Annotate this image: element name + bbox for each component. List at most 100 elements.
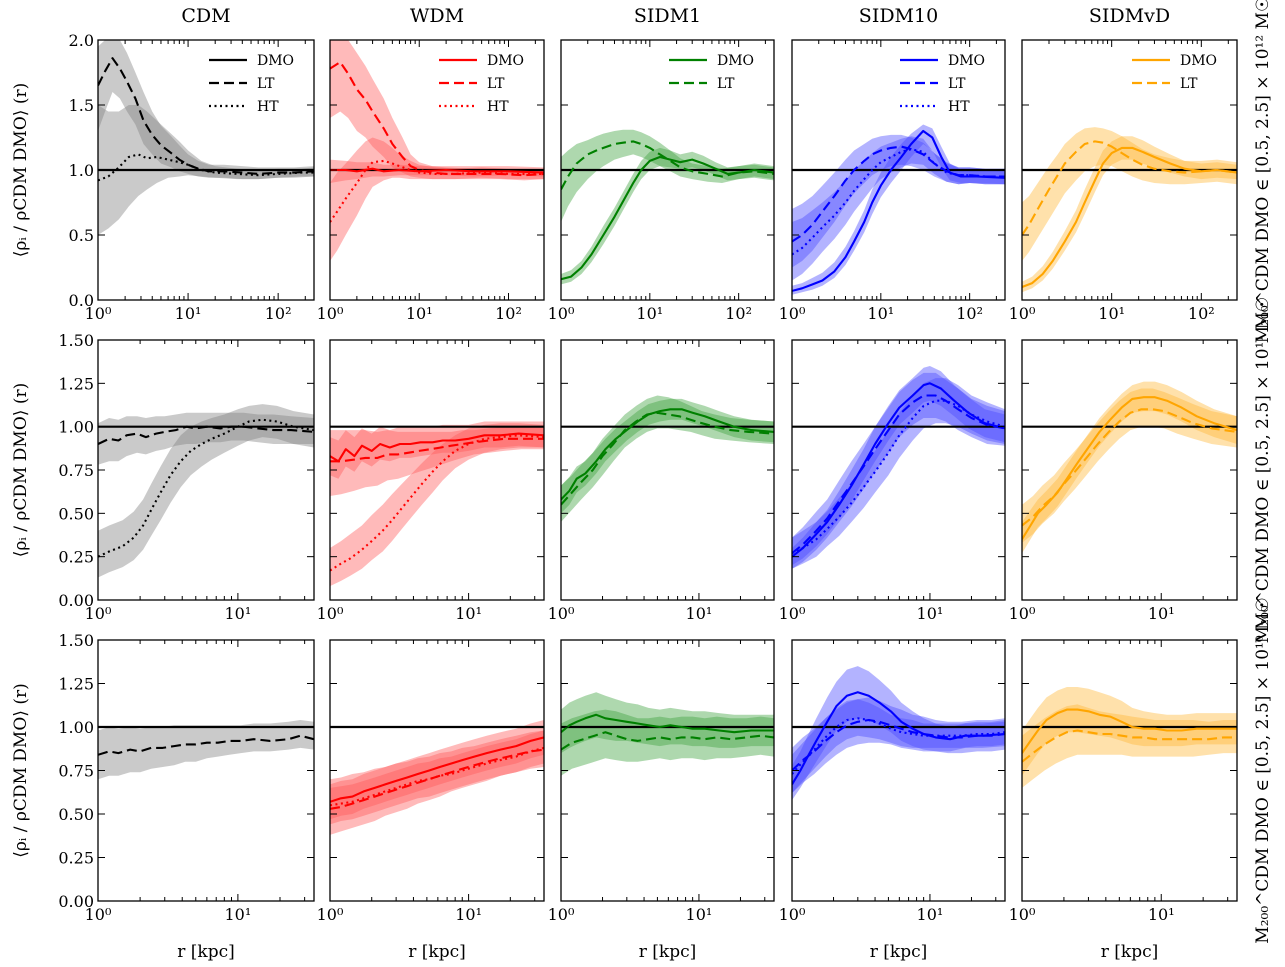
x-tick-label: 10¹ bbox=[224, 604, 251, 623]
legend-label-lt: LT bbox=[1180, 76, 1198, 92]
legend-label-dmo: DMO bbox=[487, 53, 524, 69]
series-wdm-lt bbox=[330, 437, 544, 463]
column-title-sidm1: SIDM1 bbox=[634, 5, 701, 27]
x-tick-label: 10⁰ bbox=[85, 905, 112, 924]
y-tick-label: 1.50 bbox=[58, 631, 94, 650]
series-wdm-lt bbox=[330, 748, 544, 810]
x-tick-label: 10¹ bbox=[686, 604, 713, 623]
panel-sidmvd-row-2: 10⁰ 10¹ bbox=[1009, 339, 1238, 623]
panel-grid: 10⁰ 10¹ 10² 0.0 0.5 1.0 1.5 2.0 DMO LT HT 10⁰ 10¹ 10²… bbox=[58, 31, 1238, 924]
band-sidm10-lt bbox=[792, 372, 1005, 569]
legend-label-lt: LT bbox=[257, 76, 275, 92]
x-tick-label: 10¹ bbox=[1098, 304, 1125, 323]
ticks bbox=[97, 339, 314, 601]
band-sidm1-dmo bbox=[561, 147, 774, 285]
band-sidm10-ht bbox=[792, 699, 1005, 794]
x-tick-label: 10⁰ bbox=[779, 905, 806, 924]
ticks bbox=[791, 639, 1005, 902]
panel-wdm-row-1: 10⁰ 10¹ 10² DMO LT HT bbox=[317, 39, 545, 323]
ticks bbox=[329, 639, 544, 902]
panel-frame bbox=[791, 639, 1006, 902]
y-tick-label: 0.25 bbox=[58, 548, 94, 567]
x-tick-label: 10¹ bbox=[1148, 604, 1175, 623]
band-sidm1-lt bbox=[561, 395, 774, 522]
column-title-wdm: WDM bbox=[410, 5, 464, 27]
series-sidm10-dmo bbox=[792, 129, 1005, 292]
y-tick-label: 0.5 bbox=[69, 226, 94, 245]
y-tick-label: 2.0 bbox=[69, 31, 94, 50]
x-tick-label: 10² bbox=[725, 304, 752, 323]
x-tick-label: 10⁰ bbox=[548, 905, 575, 924]
series-wdm-ht bbox=[330, 746, 544, 807]
x-tick-label: 10⁰ bbox=[548, 304, 575, 323]
band-wdm-lt bbox=[330, 426, 544, 496]
series-sidmvd-lt bbox=[1022, 140, 1237, 236]
x-tick-label: 10¹ bbox=[636, 304, 663, 323]
x-tick-label: 10¹ bbox=[867, 304, 894, 323]
series-sidm10-ht bbox=[792, 717, 1005, 775]
x-tick-label: 10¹ bbox=[455, 905, 482, 924]
ticks bbox=[97, 39, 314, 301]
band-wdm-dmo bbox=[330, 720, 544, 820]
row-labels: M₂₀₀^CDM DMO ∈ [0.5, 2.5] × 10¹² M☉M₂₀₀^… bbox=[1253, 0, 1273, 944]
legend-wdm: DMO LT HT bbox=[439, 53, 524, 115]
panel-sidm10-row-3: 10⁰ 10¹ bbox=[779, 639, 1006, 924]
band-cdm-lt bbox=[98, 720, 314, 780]
y-tick-label: 0.25 bbox=[58, 849, 94, 868]
legend-label-lt: LT bbox=[948, 76, 966, 92]
column-titles: CDM WDM SIDM1 SIDM10 SIDMvD bbox=[181, 5, 1170, 27]
x-tick-label: 10¹ bbox=[917, 604, 944, 623]
y-tick-label: 0.75 bbox=[58, 461, 94, 480]
y-axis-label-row-3: ⟨ρᵢ / ρCDM DMO⟩ (r) bbox=[11, 683, 31, 857]
legend-sidm10: DMO LT HT bbox=[900, 53, 985, 115]
x-tick-label: 10⁰ bbox=[1009, 304, 1036, 323]
x-tick-label: 10² bbox=[265, 304, 292, 323]
band-wdm-lt bbox=[330, 40, 544, 181]
row-label-1: M₂₀₀^CDM DMO ∈ [0.5, 2.5] × 10¹² M☉ bbox=[1253, 0, 1273, 343]
legend-label-dmo: DMO bbox=[717, 53, 754, 69]
x-axis-label-sidm10: r [kpc] bbox=[870, 942, 928, 962]
column-title-sidmvd: SIDMvD bbox=[1089, 5, 1170, 27]
x-tick-label: 10¹ bbox=[175, 304, 202, 323]
series-sidmvd-dmo bbox=[1022, 396, 1237, 540]
legend-sidmvd: DMO LT bbox=[1132, 53, 1217, 92]
series-sidm1-dmo bbox=[561, 713, 774, 734]
legend-label-ht: HT bbox=[257, 99, 279, 115]
band-sidm1-lt bbox=[561, 129, 774, 222]
series-wdm-ht bbox=[330, 159, 544, 223]
ticks bbox=[97, 639, 314, 902]
y-axis-label-row-2: ⟨ρᵢ / ρCDM DMO⟩ (r) bbox=[11, 383, 31, 557]
panel-frame bbox=[1021, 339, 1238, 601]
panel-frame bbox=[791, 339, 1006, 601]
legend-label-ht: HT bbox=[487, 99, 509, 115]
legend-sidm1: DMO LT bbox=[669, 53, 754, 92]
y-tick-label: 1.00 bbox=[58, 418, 94, 437]
ticks bbox=[791, 39, 1005, 301]
x-tick-label: 10⁰ bbox=[779, 304, 806, 323]
x-tick-label: 10⁰ bbox=[317, 604, 344, 623]
legend-label-lt: LT bbox=[487, 76, 505, 92]
column-title-sidm10: SIDM10 bbox=[859, 5, 938, 27]
x-axis-labels: r [kpc] r [kpc] r [kpc] r [kpc] r [kpc] bbox=[177, 942, 1158, 962]
series-sidm10-ht bbox=[792, 148, 1005, 256]
y-tick-label: 1.5 bbox=[69, 96, 94, 115]
band-sidmvd-lt bbox=[1022, 704, 1237, 788]
band-sidm10-dmo bbox=[792, 124, 1005, 295]
x-tick-label: 10¹ bbox=[224, 905, 251, 924]
band-cdm-lt bbox=[98, 40, 314, 180]
y-tick-label: 0.75 bbox=[58, 762, 94, 781]
series-cdm-lt bbox=[98, 425, 314, 445]
band-sidm10-lt bbox=[792, 134, 1005, 268]
series-cdm-ht bbox=[98, 153, 314, 182]
panel-sidm1-row-3: 10⁰ 10¹ bbox=[548, 639, 775, 924]
x-tick-label: 10⁰ bbox=[779, 604, 806, 623]
x-tick-label: 10¹ bbox=[917, 905, 944, 924]
panel-cdm-row-1: 10⁰ 10¹ 10² 0.0 0.5 1.0 1.5 2.0 DMO LT HT bbox=[69, 31, 315, 323]
x-tick-label: 10¹ bbox=[686, 905, 713, 924]
series-sidm1-dmo bbox=[561, 155, 774, 281]
x-tick-label: 10⁰ bbox=[85, 304, 112, 323]
x-tick-label: 10² bbox=[956, 304, 983, 323]
y-tick-label: 1.0 bbox=[69, 161, 94, 180]
band-sidmvd-lt bbox=[1022, 388, 1237, 543]
band-sidm10-lt bbox=[792, 697, 1005, 794]
